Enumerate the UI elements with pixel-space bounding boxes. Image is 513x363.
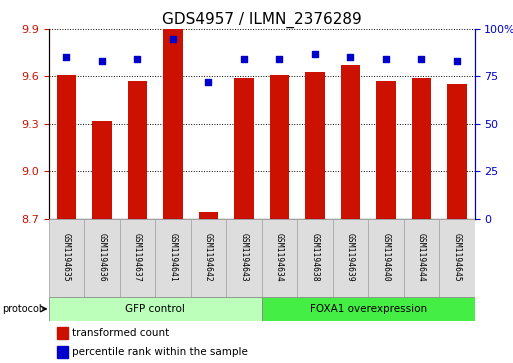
Bar <box>439 219 475 297</box>
Bar <box>341 65 360 219</box>
Point <box>417 57 425 62</box>
Bar <box>128 81 147 219</box>
Point <box>452 58 461 64</box>
Text: GSM1194644: GSM1194644 <box>417 233 426 282</box>
Bar <box>270 75 289 219</box>
Text: transformed count: transformed count <box>72 328 169 338</box>
Bar <box>49 219 84 297</box>
Text: GSM1194637: GSM1194637 <box>133 233 142 282</box>
Text: GSM1194641: GSM1194641 <box>168 233 177 282</box>
Bar <box>262 297 475 321</box>
Bar <box>332 219 368 297</box>
Bar <box>262 219 297 297</box>
Text: protocol: protocol <box>3 304 42 314</box>
Text: percentile rank within the sample: percentile rank within the sample <box>72 347 248 357</box>
Point <box>240 57 248 62</box>
Text: GSM1194636: GSM1194636 <box>97 233 107 282</box>
Text: GSM1194642: GSM1194642 <box>204 233 213 282</box>
Text: GFP control: GFP control <box>125 304 185 314</box>
Point <box>275 57 284 62</box>
Point <box>133 57 142 62</box>
Text: GSM1194638: GSM1194638 <box>310 233 320 282</box>
Point <box>98 58 106 64</box>
Bar <box>376 81 396 219</box>
Bar <box>234 78 253 219</box>
Bar <box>92 121 112 219</box>
Bar <box>447 84 466 219</box>
Point <box>311 51 319 57</box>
Bar <box>84 219 120 297</box>
Bar <box>57 75 76 219</box>
Point <box>169 36 177 41</box>
Bar <box>305 72 325 219</box>
Bar <box>57 346 68 358</box>
Text: GSM1194643: GSM1194643 <box>240 233 248 282</box>
Text: GSM1194635: GSM1194635 <box>62 233 71 282</box>
Bar <box>297 219 332 297</box>
Point <box>63 54 71 60</box>
Bar <box>404 219 439 297</box>
Text: FOXA1 overexpression: FOXA1 overexpression <box>309 304 427 314</box>
Bar <box>120 219 155 297</box>
Point <box>346 54 354 60</box>
Bar <box>368 219 404 297</box>
Text: GSM1194645: GSM1194645 <box>452 233 461 282</box>
Text: GSM1194634: GSM1194634 <box>275 233 284 282</box>
Bar <box>199 212 218 219</box>
Bar <box>155 219 191 297</box>
Bar <box>49 297 262 321</box>
Point <box>204 79 212 85</box>
Text: GSM1194640: GSM1194640 <box>381 233 390 282</box>
Bar <box>191 219 226 297</box>
Point <box>382 57 390 62</box>
Title: GDS4957 / ILMN_2376289: GDS4957 / ILMN_2376289 <box>162 12 362 28</box>
Bar <box>411 78 431 219</box>
Bar <box>57 327 68 339</box>
Bar <box>226 219 262 297</box>
Bar <box>163 29 183 219</box>
Text: GSM1194639: GSM1194639 <box>346 233 355 282</box>
